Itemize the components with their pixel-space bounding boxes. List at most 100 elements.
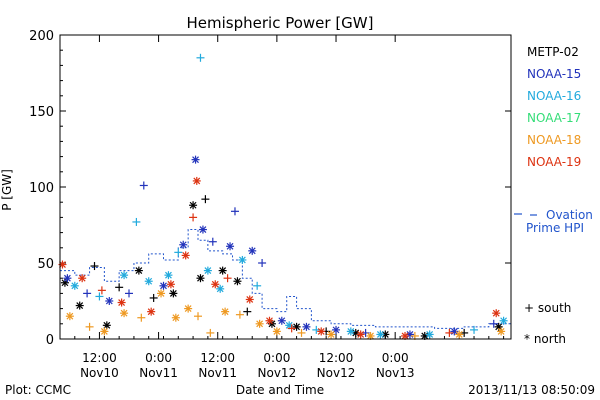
north-marker xyxy=(171,313,180,322)
marker-legend: + south * north xyxy=(524,301,571,346)
marker-stroke xyxy=(495,323,503,331)
y-axis-label: P [GW] xyxy=(0,169,14,211)
marker-stroke xyxy=(285,321,293,329)
south-marker xyxy=(230,207,239,216)
plot-frame xyxy=(59,34,512,340)
south-marker xyxy=(125,289,134,298)
x-tick-date: Nov12 xyxy=(258,366,297,380)
marker-stroke xyxy=(256,320,264,328)
x-tick-label: 0:00 xyxy=(263,351,290,365)
north-marker xyxy=(211,280,220,289)
south-marker xyxy=(243,307,252,316)
north-marker xyxy=(248,246,257,255)
marker-stroke xyxy=(367,332,374,340)
south-marker xyxy=(208,237,217,246)
south-marker xyxy=(139,181,148,190)
x-tick-label: 12:00 xyxy=(200,351,235,365)
marker-stroke xyxy=(103,321,111,329)
north-marker xyxy=(100,327,109,336)
marker-stroke xyxy=(317,327,325,335)
marker-stroke xyxy=(197,274,204,282)
marker-stroke xyxy=(352,329,360,337)
y-tick-label: 200 xyxy=(29,29,54,44)
north-marker xyxy=(198,225,207,234)
marker-stroke xyxy=(135,267,143,275)
x-tick-date: Nov11 xyxy=(198,366,237,380)
marker-stroke xyxy=(78,274,86,282)
north-marker xyxy=(179,240,188,249)
marker-legend-north: * north xyxy=(524,332,566,346)
north-marker xyxy=(265,316,274,325)
ovation-prime-hpi-line xyxy=(60,229,512,329)
north-marker xyxy=(120,309,129,318)
marker-stroke xyxy=(401,332,409,340)
marker-stroke xyxy=(172,314,180,322)
south-marker xyxy=(206,328,215,337)
marker-stroke xyxy=(497,327,505,335)
x-axis-ticks: 12:00Nov100:00Nov1112:00Nov110:00Nov1212… xyxy=(59,35,505,380)
south-marker xyxy=(445,328,454,337)
south-marker xyxy=(201,195,210,204)
ovation-legend: Ovation Prime HPI xyxy=(514,208,593,235)
marker-stroke xyxy=(105,297,113,305)
north-marker xyxy=(376,330,385,339)
north-marker xyxy=(105,297,114,305)
plot-timestamp: 2013/11/13 08:50:09 xyxy=(468,383,595,397)
north-marker xyxy=(492,309,501,318)
marker-stroke xyxy=(234,277,241,285)
marker-stroke xyxy=(204,267,212,275)
series-legend-entry: METP-02 xyxy=(527,45,579,59)
marker-stroke xyxy=(381,331,389,338)
south-marker xyxy=(115,283,124,292)
x-tick-label: 12:00 xyxy=(82,351,117,365)
north-marker xyxy=(218,266,227,275)
marker-stroke xyxy=(455,331,463,338)
south-marker xyxy=(137,313,146,322)
north-marker xyxy=(455,330,464,339)
south-marker xyxy=(97,286,106,295)
marker-stroke xyxy=(221,308,229,316)
x-tick-date: Nov13 xyxy=(376,366,415,380)
north-marker xyxy=(70,281,79,290)
north-marker xyxy=(120,271,129,280)
north-marker xyxy=(327,330,336,339)
north-marker xyxy=(346,327,355,336)
marker-stroke xyxy=(118,299,126,306)
north-marker xyxy=(425,330,434,339)
north-marker xyxy=(144,277,153,286)
marker-stroke xyxy=(157,289,165,297)
ovation-legend-label: Prime HPI xyxy=(526,221,584,235)
north-marker xyxy=(277,316,286,325)
series-legend-entry: NOAA-15 xyxy=(527,67,581,81)
marker-stroke xyxy=(147,308,155,316)
x-tick-date: Nov10 xyxy=(80,366,119,380)
y-tick-label: 100 xyxy=(29,181,54,196)
south-marker xyxy=(297,328,306,337)
series-legend-entry: NOAA-16 xyxy=(527,89,581,103)
marker-stroke xyxy=(500,317,508,325)
north-marker xyxy=(65,312,74,321)
series-legend-entry: NOAA-17 xyxy=(527,111,581,125)
north-marker xyxy=(78,274,87,283)
marker-stroke xyxy=(145,277,153,285)
south-marker xyxy=(132,217,141,226)
south-marker xyxy=(90,262,99,271)
north-marker xyxy=(117,298,126,307)
north-marker xyxy=(401,331,410,340)
north-marker xyxy=(181,251,190,260)
north-marker xyxy=(245,295,254,304)
south-marker xyxy=(489,319,498,328)
marker-stroke xyxy=(376,331,384,338)
south-marker xyxy=(83,289,92,298)
north-marker xyxy=(221,307,230,316)
ovation-legend-label: Ovation xyxy=(546,208,593,222)
south-marker xyxy=(189,213,198,222)
marker-stroke xyxy=(160,282,167,290)
marker-stroke xyxy=(169,289,177,297)
north-marker xyxy=(238,255,247,264)
north-marker xyxy=(226,242,235,251)
north-marker xyxy=(166,280,175,289)
north-marker xyxy=(272,327,281,336)
south-marker xyxy=(235,310,244,319)
